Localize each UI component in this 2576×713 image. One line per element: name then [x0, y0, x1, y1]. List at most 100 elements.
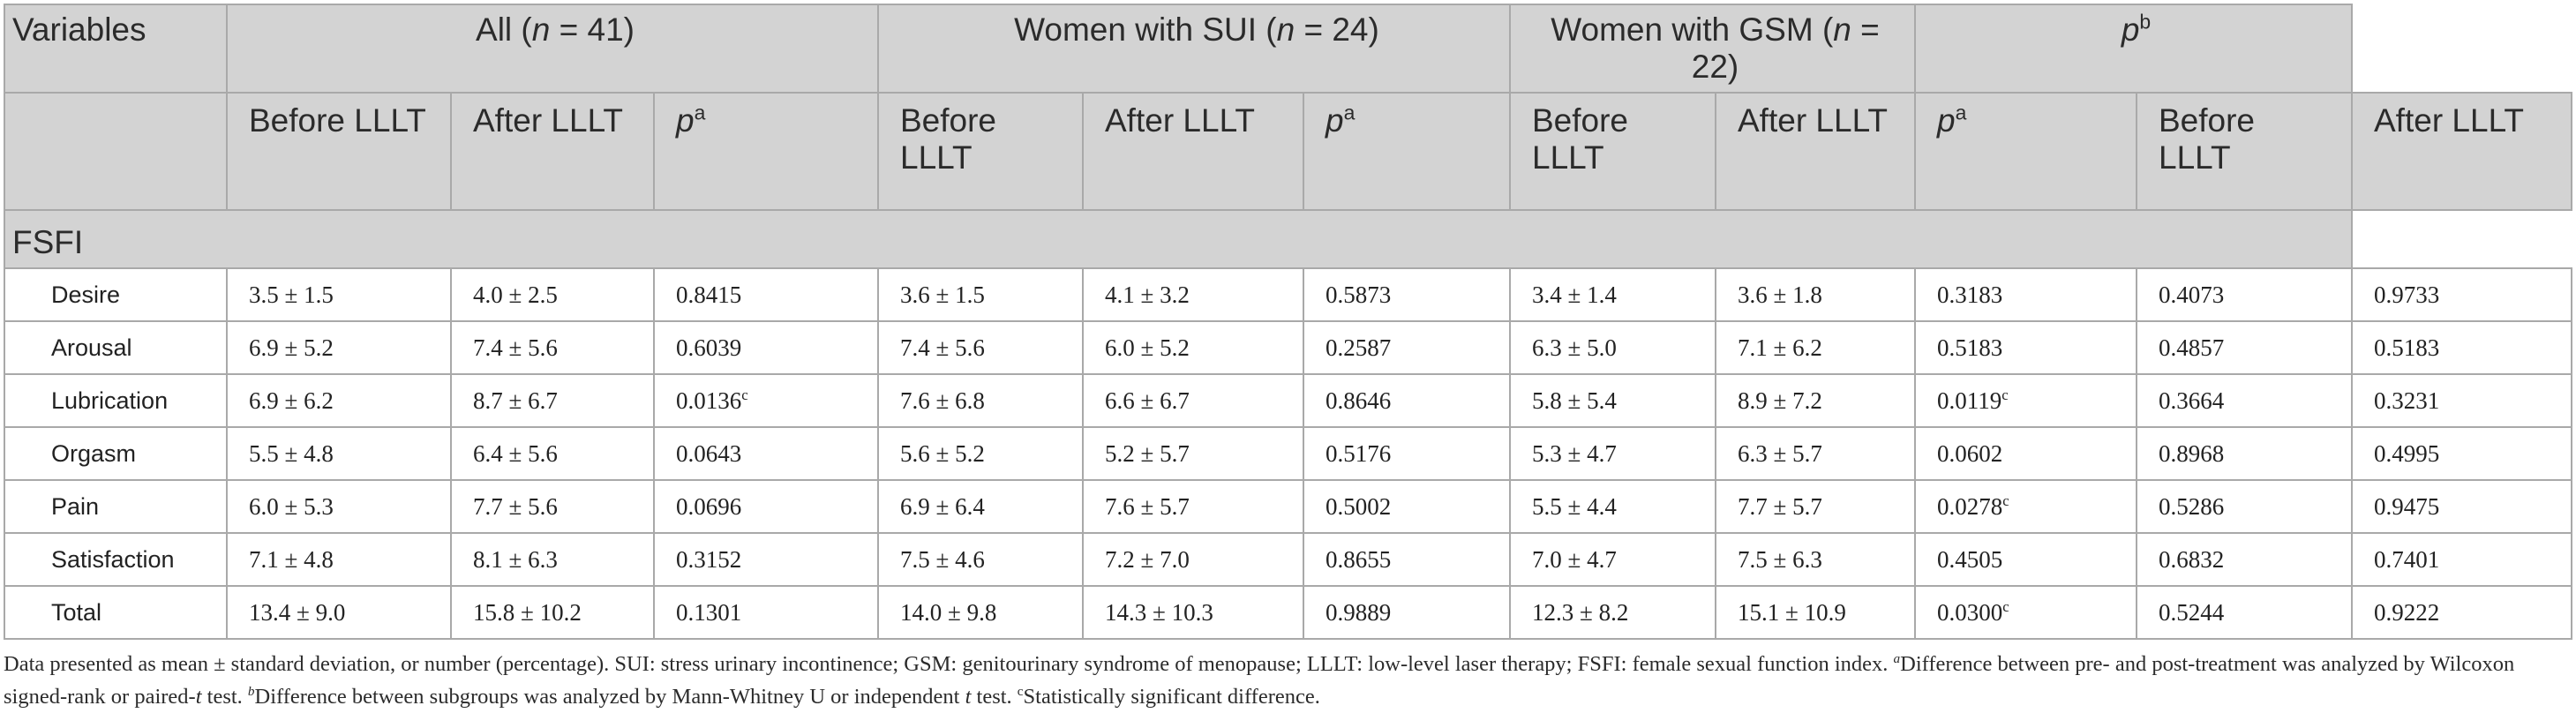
cell-gsm-after: 7.7 ± 5.7 [1715, 479, 1916, 534]
cell-all-before: 6.9 ± 6.2 [226, 373, 452, 428]
cell-all-after: 15.8 ± 10.2 [450, 585, 655, 640]
table-footnote: Data presented as mean ± standard deviat… [4, 650, 2515, 709]
cell-all-before: 3.5 ± 1.5 [226, 267, 452, 322]
cell-pb-before: 0.8968 [2136, 426, 2353, 481]
cell-sui-p: 0.5002 [1303, 479, 1511, 534]
cell-pb-before: 0.5286 [2136, 479, 2353, 534]
cell-gsm-p: 0.0119c [1914, 373, 2137, 428]
header-pb-before: Before LLLT [2136, 92, 2353, 211]
cell-gsm-after: 8.9 ± 7.2 [1715, 373, 1916, 428]
table-row: Orgasm 5.5 ± 4.8 6.4 ± 5.6 0.0643 5.6 ± 5.2 5… [4, 426, 2572, 481]
cell-pb-before: 0.5244 [2136, 585, 2353, 640]
cell-gsm-p: 0.0278c [1914, 479, 2137, 534]
header-gsm: Women with GSM (n = 22) [1509, 4, 1916, 94]
table-row: Lubrication 6.9 ± 6.2 8.7 ± 6.7 0.0136c 7.6 … [4, 373, 2572, 428]
cell-all-p: 0.6039 [653, 320, 879, 375]
table-row: Desire 3.5 ± 1.5 4.0 ± 2.5 0.8415 3.6 ± 1.5 4… [4, 267, 2572, 322]
header-gsm-p: pa [1914, 92, 2137, 211]
cell-all-after: 7.4 ± 5.6 [450, 320, 655, 375]
header-row-subcolumns: Before LLLT After LLLT pa Before LLLT Af… [4, 92, 2572, 211]
header-sui-p: pa [1303, 92, 1511, 211]
cell-sui-p: 0.5873 [1303, 267, 1511, 322]
header-sui-after: After LLLT [1082, 92, 1304, 211]
cell-pb-before: 0.4073 [2136, 267, 2353, 322]
cell-sui-after: 5.2 ± 5.7 [1082, 426, 1304, 481]
cell-gsm-p: 0.5183 [1914, 320, 2137, 375]
header-gsm-after: After LLLT [1715, 92, 1916, 211]
header-sui: Women with SUI (n = 24) [877, 4, 1511, 94]
cell-sui-p: 0.8655 [1303, 532, 1511, 587]
table-row: Satisfaction 7.1 ± 4.8 8.1 ± 6.3 0.3152 7.5 … [4, 532, 2572, 587]
cell-sui-before: 7.6 ± 6.8 [877, 373, 1084, 428]
cell-gsm-before: 7.0 ± 4.7 [1509, 532, 1716, 587]
cell-sui-after: 4.1 ± 3.2 [1082, 267, 1304, 322]
cell-all-after: 8.7 ± 6.7 [450, 373, 655, 428]
cell-all-before: 5.5 ± 4.8 [226, 426, 452, 481]
header-blank [4, 92, 228, 211]
cell-all-p: 0.0136c [653, 373, 879, 428]
results-table: Variables All (n = 41) Women with SUI (n… [4, 4, 2572, 640]
cell-all-before: 6.9 ± 5.2 [226, 320, 452, 375]
section-label: FSFI [4, 209, 2353, 269]
header-variables: Variables [4, 4, 228, 94]
cell-pb-after: 0.7401 [2351, 532, 2572, 587]
cell-gsm-before: 5.3 ± 4.7 [1509, 426, 1716, 481]
header-gsm-before: Before LLLT [1509, 92, 1716, 211]
cell-all-after: 4.0 ± 2.5 [450, 267, 655, 322]
section-row-fsfi: FSFI [4, 209, 2572, 269]
cell-gsm-after: 7.5 ± 6.3 [1715, 532, 1916, 587]
table-row: Arousal 6.9 ± 5.2 7.4 ± 5.6 0.6039 7.4 ± 5.6… [4, 320, 2572, 375]
header-all-before: Before LLLT [226, 92, 452, 211]
cell-gsm-p: 0.0602 [1914, 426, 2137, 481]
cell-all-after: 6.4 ± 5.6 [450, 426, 655, 481]
header-row-groups: Variables All (n = 41) Women with SUI (n… [4, 4, 2572, 94]
cell-gsm-before: 12.3 ± 8.2 [1509, 585, 1716, 640]
table-figure: Variables All (n = 41) Women with SUI (n… [4, 4, 2572, 713]
table-row: Pain 6.0 ± 5.3 7.7 ± 5.6 0.0696 6.9 ± 6.4 7.6… [4, 479, 2572, 534]
cell-gsm-before: 3.4 ± 1.4 [1509, 267, 1716, 322]
cell-gsm-before: 5.5 ± 4.4 [1509, 479, 1716, 534]
cell-sui-after: 7.2 ± 7.0 [1082, 532, 1304, 587]
cell-variable: Satisfaction [4, 532, 228, 587]
cell-pb-after: 0.9222 [2351, 585, 2572, 640]
cell-pb-after: 0.9733 [2351, 267, 2572, 322]
cell-pb-before: 0.4857 [2136, 320, 2353, 375]
cell-sui-p: 0.2587 [1303, 320, 1511, 375]
cell-sui-p: 0.5176 [1303, 426, 1511, 481]
cell-sui-p: 0.8646 [1303, 373, 1511, 428]
cell-pb-after: 0.5183 [2351, 320, 2572, 375]
cell-sui-before: 6.9 ± 6.4 [877, 479, 1084, 534]
cell-pb-before: 0.6832 [2136, 532, 2353, 587]
cell-sui-before: 7.5 ± 4.6 [877, 532, 1084, 587]
cell-gsm-p: 0.3183 [1914, 267, 2137, 322]
header-all: All (n = 41) [226, 4, 879, 94]
cell-gsm-p: 0.0300c [1914, 585, 2137, 640]
cell-sui-after: 7.6 ± 5.7 [1082, 479, 1304, 534]
table-row: Total 13.4 ± 9.0 15.8 ± 10.2 0.1301 14.0 ± 9… [4, 585, 2572, 640]
header-p-between: pb [1914, 4, 2353, 94]
cell-pb-after: 0.4995 [2351, 426, 2572, 481]
cell-gsm-after: 7.1 ± 6.2 [1715, 320, 1916, 375]
cell-all-p: 0.1301 [653, 585, 879, 640]
cell-sui-p: 0.9889 [1303, 585, 1511, 640]
cell-gsm-before: 5.8 ± 5.4 [1509, 373, 1716, 428]
cell-all-after: 8.1 ± 6.3 [450, 532, 655, 587]
header-sui-before: Before LLLT [877, 92, 1084, 211]
cell-variable: Arousal [4, 320, 228, 375]
header-all-after: After LLLT [450, 92, 655, 211]
cell-all-before: 13.4 ± 9.0 [226, 585, 452, 640]
cell-gsm-after: 15.1 ± 10.9 [1715, 585, 1916, 640]
cell-gsm-after: 6.3 ± 5.7 [1715, 426, 1916, 481]
cell-all-p: 0.0696 [653, 479, 879, 534]
cell-sui-before: 7.4 ± 5.6 [877, 320, 1084, 375]
cell-all-after: 7.7 ± 5.6 [450, 479, 655, 534]
cell-variable: Pain [4, 479, 228, 534]
cell-pb-before: 0.3664 [2136, 373, 2353, 428]
cell-all-p: 0.8415 [653, 267, 879, 322]
cell-sui-after: 6.6 ± 6.7 [1082, 373, 1304, 428]
cell-sui-before: 3.6 ± 1.5 [877, 267, 1084, 322]
header-all-p: pa [653, 92, 879, 211]
cell-variable: Total [4, 585, 228, 640]
cell-variable: Lubrication [4, 373, 228, 428]
cell-all-before: 7.1 ± 4.8 [226, 532, 452, 587]
